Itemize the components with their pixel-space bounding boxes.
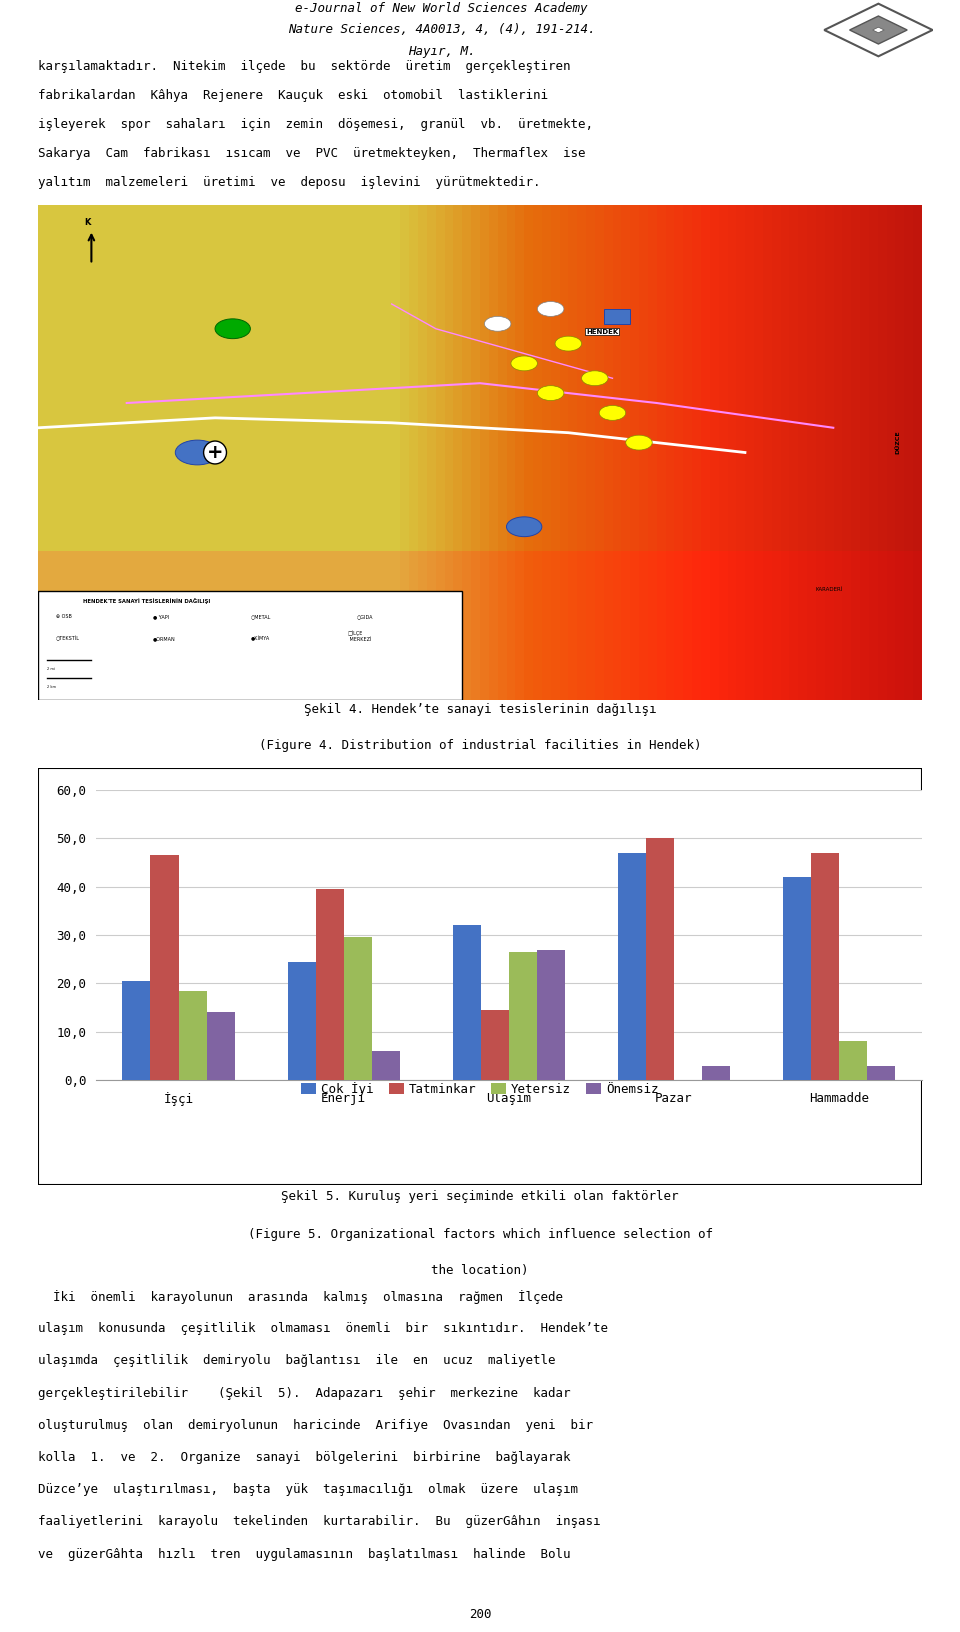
Bar: [618, 854, 646, 1080]
Text: yalıtım  malzemeleri  üretimi  ve  deposu  işlevini  yürütmektedir.: yalıtım malzemeleri üretimi ve deposu iş…: [38, 176, 540, 189]
Bar: [702, 1066, 730, 1080]
Text: kolla  1.  ve  2.  Organize  sanayi  bölgelerini  birbirine  bağlayarak: kolla 1. ve 2. Organize sanayi bölgeleri…: [38, 1451, 571, 1464]
Text: +: +: [206, 442, 224, 462]
Text: faaliyetlerini  karayolu  tekelinden  kurtarabilir.  Bu  güzerGâhın  inşası: faaliyetlerini karayolu tekelinden kurta…: [38, 1516, 601, 1528]
Text: ● YAPI: ● YAPI: [154, 614, 169, 619]
Polygon shape: [873, 28, 884, 33]
Text: 2 mi: 2 mi: [47, 667, 55, 671]
Bar: [151, 855, 179, 1080]
Text: oluşturulmuş  olan  demiryolunun  haricinde  Arifiye  Ovasından  yeni  bir: oluşturulmuş olan demiryolunun haricinde…: [38, 1418, 593, 1431]
Text: HENDEK: HENDEK: [586, 328, 618, 335]
Circle shape: [485, 317, 511, 331]
Text: işleyerek  spor  sahaları  için  zemin  döşemesi,  granül  vb.  üretmekte,: işleyerek spor sahaları için zemin döşem…: [38, 118, 593, 131]
Text: Şekil 5. Kuruluş yeri seçiminde etkili olan faktörler: Şekil 5. Kuruluş yeri seçiminde etkili o…: [281, 1190, 679, 1203]
Text: Nature Sciences, 4A0013, 4, (4), 191-214.: Nature Sciences, 4A0013, 4, (4), 191-214…: [288, 23, 595, 36]
Circle shape: [511, 356, 538, 370]
Text: HENDEK'TE SANAYİ TESİSLERİNİN DAĞILIŞI: HENDEK'TE SANAYİ TESİSLERİNİN DAĞILIŞI: [83, 599, 210, 604]
Bar: [206, 1012, 234, 1080]
Bar: [123, 981, 151, 1080]
Circle shape: [507, 517, 541, 537]
Text: İki  önemli  karayolunun  arasında  kalmış  olmasına  rağmen  İlçede: İki önemli karayolunun arasında kalmış o…: [38, 1289, 564, 1304]
Text: DÜZCE: DÜZCE: [895, 429, 900, 454]
Text: □İLÇE
 MERKEZİ: □İLÇE MERKEZİ: [348, 630, 371, 641]
Text: Hayır, M.: Hayır, M.: [408, 44, 475, 57]
Circle shape: [538, 302, 564, 317]
Circle shape: [582, 370, 608, 385]
Bar: [481, 1010, 509, 1080]
Bar: [783, 876, 811, 1080]
Text: ○GIDA: ○GIDA: [356, 614, 372, 619]
Text: 2 km: 2 km: [47, 685, 57, 689]
Bar: [316, 889, 344, 1080]
Text: ⊕ OSB: ⊕ OSB: [56, 614, 72, 619]
Text: (Figure 5. Organizational factors which influence selection of: (Figure 5. Organizational factors which …: [248, 1227, 712, 1240]
Bar: [811, 854, 839, 1080]
Text: (Figure 4. Distribution of industrial facilities in Hendek): (Figure 4. Distribution of industrial fa…: [259, 739, 701, 752]
Text: ○METAL: ○METAL: [251, 614, 271, 619]
Bar: [372, 1051, 399, 1080]
Circle shape: [626, 436, 652, 450]
Circle shape: [599, 405, 626, 421]
Text: ulaşımda  çeşitlilik  demiryolu  bağlantısı  ile  en  ucuz  maliyetle: ulaşımda çeşitlilik demiryolu bağlantısı…: [38, 1355, 556, 1368]
Circle shape: [555, 336, 582, 351]
Bar: [38, 591, 463, 700]
Text: ve  güzerGâhta  hızlı  tren  uygulamasının  başlatılması  halinde  Bolu: ve güzerGâhta hızlı tren uygulamasının b…: [38, 1547, 571, 1560]
Text: 200: 200: [468, 1609, 492, 1622]
Text: gerçekleştirilebilir    (Şekil  5).  Adapazarı  şehir  merkezine  kadar: gerçekleştirilebilir (Şekil 5). Adapazar…: [38, 1387, 571, 1400]
Bar: [288, 961, 316, 1080]
Polygon shape: [850, 16, 907, 44]
Text: Düzce’ye  ulaştırılması,  başta  yük  taşımacılığı  olmak  üzere  ulaşım: Düzce’ye ulaştırılması, başta yük taşıma…: [38, 1483, 578, 1497]
Bar: [509, 951, 537, 1080]
Text: ○TEKSTİL: ○TEKSTİL: [56, 636, 80, 641]
Circle shape: [215, 318, 251, 339]
Bar: [453, 925, 481, 1080]
Legend: Çok İyi, Tatminkar, Yetersiz, Önemsiz: Çok İyi, Tatminkar, Yetersiz, Önemsiz: [298, 1079, 662, 1100]
Text: ●ORMAN: ●ORMAN: [154, 636, 176, 641]
Text: K: K: [84, 217, 90, 227]
Text: e-Journal of New World Sciences Academy: e-Journal of New World Sciences Academy: [296, 2, 588, 15]
Bar: [344, 937, 372, 1080]
Text: ●KİMYA: ●KİMYA: [251, 636, 270, 641]
Text: the location): the location): [431, 1265, 529, 1278]
Bar: [867, 1066, 895, 1080]
Text: karşılamaktadır.  Nitekim  ilçede  bu  sektörde  üretim  gerçekleştiren: karşılamaktadır. Nitekim ilçede bu sektö…: [38, 60, 571, 73]
Bar: [839, 1041, 867, 1080]
Bar: [604, 308, 630, 323]
Text: Şekil 4. Hendek’te sanayi tesislerinin dağılışı: Şekil 4. Hendek’te sanayi tesislerinin d…: [303, 703, 657, 716]
Circle shape: [176, 441, 220, 465]
Text: KARADERİ: KARADERİ: [816, 588, 843, 592]
Bar: [537, 950, 564, 1080]
Bar: [179, 991, 206, 1080]
Text: Sakarya  Cam  fabrikası  ısıcam  ve  PVC  üretmekteyken,  Thermaflex  ise: Sakarya Cam fabrikası ısıcam ve PVC üret…: [38, 147, 586, 160]
Text: fabrikalardan  Kâhya  Rejenere  Kauçuk  eski  otomobil  lastiklerini: fabrikalardan Kâhya Rejenere Kauçuk eski…: [38, 90, 548, 101]
Circle shape: [538, 385, 564, 400]
Bar: [646, 839, 674, 1080]
Text: ulaşım  konusunda  çeşitlilik  olmaması  önemli  bir  sıkıntıdır.  Hendek’te: ulaşım konusunda çeşitlilik olmaması öne…: [38, 1322, 609, 1335]
